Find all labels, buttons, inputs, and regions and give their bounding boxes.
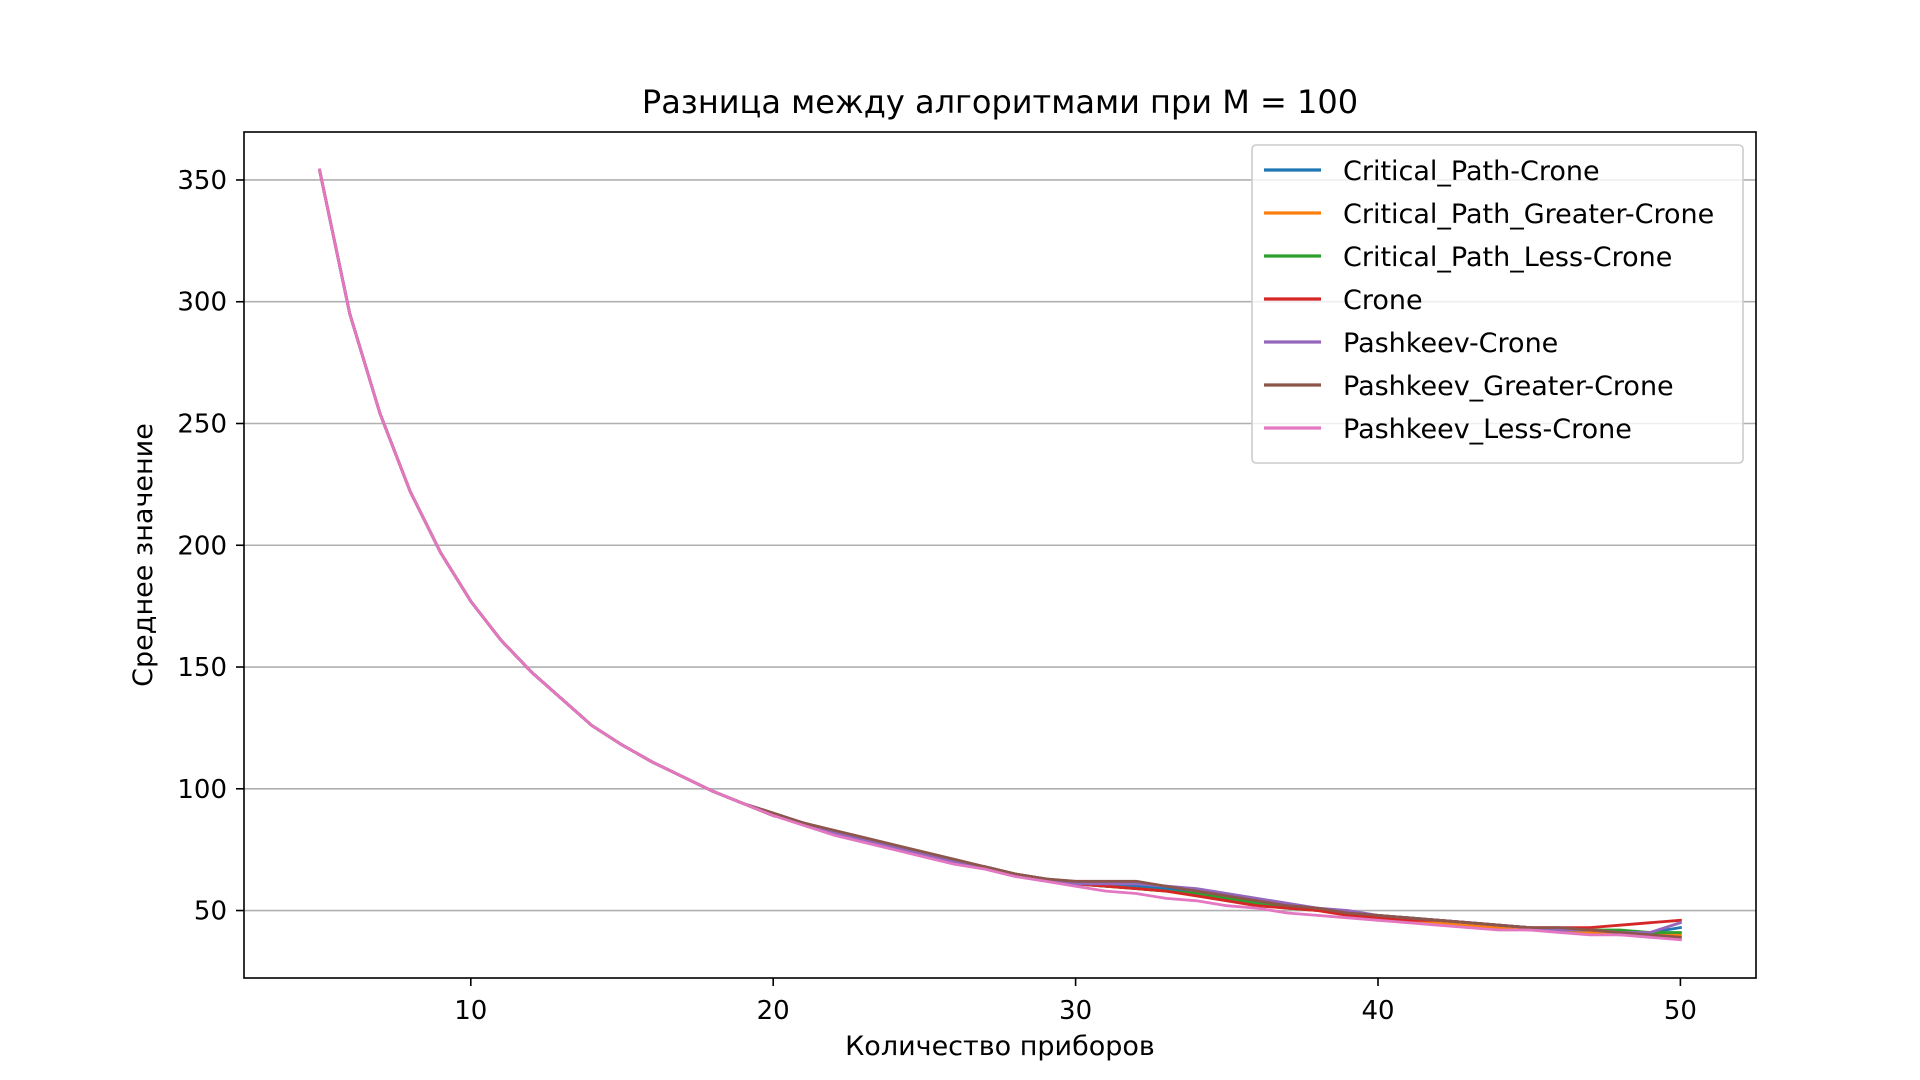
x-tick-label: 40 bbox=[1361, 996, 1394, 1026]
y-tick-label: 300 bbox=[177, 288, 227, 318]
y-tick-label: 250 bbox=[177, 409, 227, 439]
legend-label: Crone bbox=[1343, 285, 1423, 316]
y-tick-label: 200 bbox=[177, 531, 227, 561]
legend-box bbox=[1251, 144, 1744, 464]
plot-frame bbox=[243, 131, 1757, 979]
legend: Critical_Path-Crone Critical_Path_Greater… bbox=[1251, 144, 1744, 464]
x-tick-label: 50 bbox=[1664, 996, 1697, 1026]
series-line bbox=[317, 168, 1682, 942]
x-tick-label: 20 bbox=[757, 996, 790, 1026]
legend-label: Critical_Path_Less-Crone bbox=[1343, 242, 1672, 273]
legend-label: Pashkeev_Less-Crone bbox=[1343, 414, 1632, 445]
ticks-layer: 10 20 30 40 50 50 100 150 200 250 300 350 bbox=[177, 166, 1697, 1026]
x-tick-label: 30 bbox=[1059, 996, 1092, 1026]
series-layer bbox=[317, 168, 1683, 942]
x-axis-label: Количество приборов bbox=[845, 1031, 1155, 1062]
y-tick-label: 50 bbox=[194, 897, 227, 927]
y-tick-label: 150 bbox=[177, 653, 227, 683]
chart-title: Разница между алгоритмами при M = 100 bbox=[642, 83, 1358, 121]
x-tick-label: 10 bbox=[454, 996, 487, 1026]
y-tick-label: 100 bbox=[177, 775, 227, 805]
legend-label: Critical_Path-Crone bbox=[1343, 156, 1600, 187]
y-tick-label: 350 bbox=[177, 166, 227, 196]
legend-label: Pashkeev-Crone bbox=[1343, 328, 1558, 359]
y-axis-label: Среднее значение bbox=[128, 423, 159, 687]
legend-label: Pashkeev_Greater-Crone bbox=[1343, 371, 1674, 402]
legend-label: Critical_Path_Greater-Crone bbox=[1343, 199, 1714, 230]
